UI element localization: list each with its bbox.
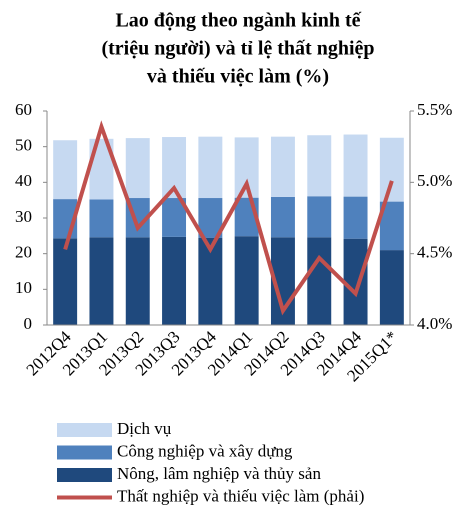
legend-label: Nông, lâm nghiệp và thủy sản <box>117 464 321 483</box>
bar <box>53 140 78 200</box>
y-tick-label: 50 <box>15 136 32 155</box>
legend-swatch <box>57 445 112 460</box>
y2-tick-label: 5.5% <box>417 100 452 119</box>
legend-label: Thất nghiệp và thiếu việc làm (phải) <box>117 486 364 505</box>
legend-swatch <box>57 423 112 437</box>
chart-title: và thiếu việc làm (%) <box>147 66 329 88</box>
chart-title: (triệu người) và tỉ lệ thất nghiệp <box>101 38 374 60</box>
legend-label: Công nghiệp và xây dựng <box>117 441 293 460</box>
bar <box>307 196 332 238</box>
bar <box>198 237 223 325</box>
bar <box>162 198 187 237</box>
line <box>63 120 394 316</box>
bar <box>307 237 332 325</box>
bar <box>198 136 223 199</box>
y-tick-label: 40 <box>15 171 32 190</box>
bar <box>89 199 114 238</box>
bar <box>234 236 259 325</box>
y2-tick-label: 4.0% <box>417 314 452 333</box>
bar <box>379 201 404 251</box>
legend-swatch <box>57 468 112 482</box>
bar <box>379 250 404 325</box>
bar <box>198 198 223 238</box>
legend-label: Dịch vụ <box>117 419 172 438</box>
chart-title: Lao động theo ngành kinh tế <box>115 10 361 32</box>
bar <box>234 137 259 198</box>
y-tick-label: 60 <box>15 100 32 119</box>
bar <box>307 135 332 197</box>
bar <box>125 237 150 325</box>
y2-tick-label: 4.5% <box>417 243 452 262</box>
bar <box>125 138 150 199</box>
bar <box>379 137 404 202</box>
bar <box>343 134 368 197</box>
bar <box>162 236 187 325</box>
y-tick-label: 20 <box>15 243 32 262</box>
bar <box>270 136 295 197</box>
bar <box>270 196 295 238</box>
bar <box>343 196 368 239</box>
bar <box>53 238 78 325</box>
y-tick-label: 0 <box>24 314 33 333</box>
bar <box>343 238 368 325</box>
y-tick-label: 10 <box>15 278 32 297</box>
bar <box>162 137 187 199</box>
y-tick-label: 30 <box>15 207 32 226</box>
y2-tick-label: 5.0% <box>417 171 452 190</box>
bar <box>89 237 114 325</box>
